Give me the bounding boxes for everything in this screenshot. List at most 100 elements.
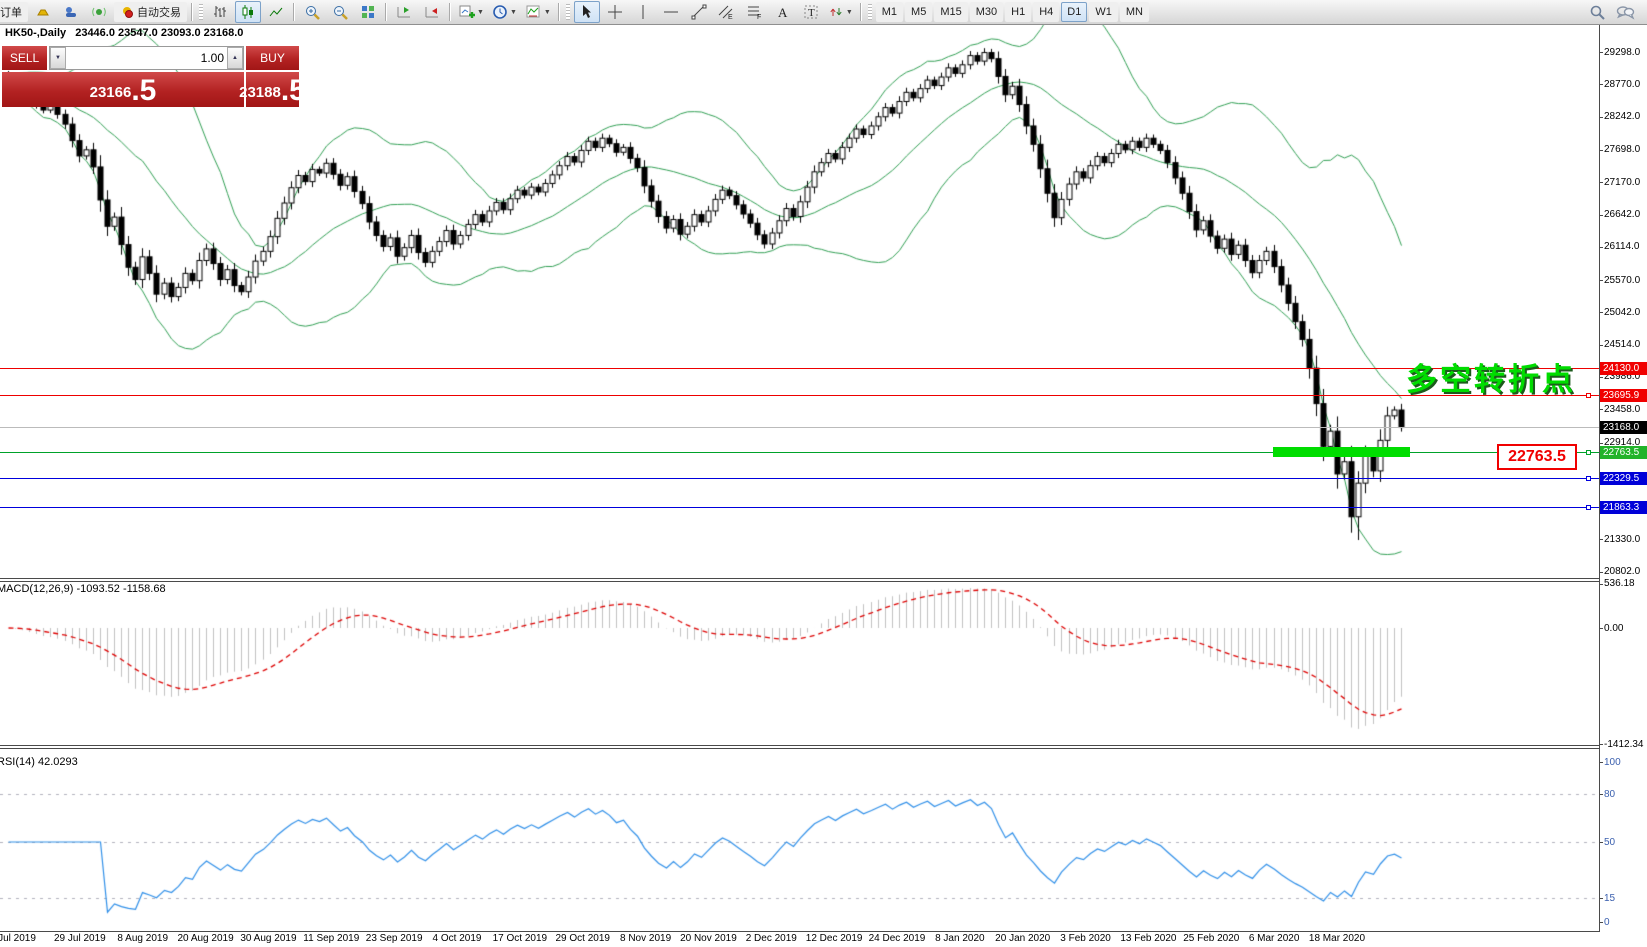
crosshair-icon[interactable] xyxy=(602,1,628,23)
community-icon[interactable] xyxy=(58,1,84,23)
text-icon[interactable]: A xyxy=(770,1,796,23)
timeframe-MN[interactable]: MN xyxy=(1119,2,1149,22)
macd-indicator-label: MACD(12,26,9) -1093.52 -1158.68 xyxy=(0,583,166,595)
rsi-level-label: 0 xyxy=(1604,916,1610,928)
text-label-icon[interactable]: T xyxy=(798,1,824,23)
price-axis-label: 27170.0 xyxy=(1604,176,1641,188)
rsi-level-label: 50 xyxy=(1604,836,1616,848)
zoom-in-icon[interactable] xyxy=(299,1,325,23)
date-label: 29 Jul 2019 xyxy=(53,933,106,944)
support-highlight-bar[interactable] xyxy=(1273,446,1410,457)
pane-separator[interactable] xyxy=(0,581,1599,582)
equidistant-channel-icon[interactable]: E xyxy=(714,1,740,23)
rsi-indicator-label: RSI(14) 42.0293 xyxy=(0,756,78,768)
macd-axis-tick xyxy=(1599,628,1603,629)
horizontal-line-23695.9[interactable] xyxy=(0,394,1599,396)
svg-text:T: T xyxy=(808,7,815,19)
pane-separator[interactable] xyxy=(0,745,1599,746)
price-axis-tick xyxy=(1599,280,1603,282)
timeframe-W1[interactable]: W1 xyxy=(1089,2,1118,22)
date-label: 3 Feb 2020 xyxy=(1060,933,1111,944)
date-label: 12 Dec 2019 xyxy=(805,933,863,944)
horizontal-line-21863.3[interactable] xyxy=(0,506,1599,508)
volume-increase-button[interactable]: ▲ xyxy=(227,47,243,69)
timeframe-M5[interactable]: M5 xyxy=(905,2,933,22)
auto-trading-button[interactable]: 自动交易 xyxy=(114,2,187,22)
line-marker[interactable] xyxy=(1586,504,1591,510)
arrows-button[interactable]: ▼ xyxy=(826,1,856,23)
timeframe-M15[interactable]: M15 xyxy=(934,2,968,22)
gold-icon[interactable] xyxy=(30,1,56,23)
rsi-level-label: 100 xyxy=(1604,756,1621,768)
buy-price[interactable]: 23188 .5 xyxy=(239,72,306,107)
volume-decrease-button[interactable]: ▼ xyxy=(50,47,66,69)
buy-price-main: 23188 xyxy=(239,84,281,101)
date-label: 11 Sep 2019 xyxy=(303,933,360,944)
candlestick-chart-icon[interactable] xyxy=(235,1,261,23)
date-label: 2 Dec 2019 xyxy=(745,933,797,944)
sell-button[interactable]: SELL xyxy=(2,46,47,70)
macd-axis-label: -1412.34 xyxy=(1604,738,1644,750)
ohlc-values: 23446.0 23547.0 23093.0 23168.0 xyxy=(75,27,244,39)
new-chart-button[interactable]: ▼ xyxy=(455,1,487,23)
horizontal-line-22763.5[interactable] xyxy=(0,451,1599,453)
indicators-button[interactable]: ▼ xyxy=(522,1,554,23)
date-label: Jul 2019 xyxy=(0,933,36,944)
price-axis-label: 25042.0 xyxy=(1604,306,1641,318)
rsi-axis-tick xyxy=(1599,922,1603,923)
chart-shift-icon[interactable] xyxy=(391,1,417,23)
timeframe-H1[interactable]: H1 xyxy=(1005,2,1032,22)
timeframe-M1[interactable]: M1 xyxy=(875,2,904,22)
trendline-icon[interactable] xyxy=(686,1,712,23)
chat-icon[interactable] xyxy=(1612,1,1638,23)
price-level-box[interactable]: 22763.5 xyxy=(1497,444,1577,470)
buy-button[interactable]: BUY xyxy=(246,46,299,70)
date-label: 18 Mar 2020 xyxy=(1308,933,1366,944)
rsi-axis-tick xyxy=(1599,842,1603,843)
rsi-canvas[interactable] xyxy=(0,749,1599,931)
horizontal-line-22329.5[interactable] xyxy=(0,478,1599,480)
sell-price[interactable]: 23166 .5 xyxy=(2,72,244,107)
date-label: 23 Sep 2019 xyxy=(365,933,423,944)
price-axis-label: 27698.0 xyxy=(1604,144,1641,156)
date-label: 4 Oct 2019 xyxy=(432,933,482,944)
signal-icon[interactable] xyxy=(86,1,112,23)
date-label: 17 Oct 2019 xyxy=(492,933,548,944)
line-marker[interactable] xyxy=(1586,476,1591,482)
rsi-level-label: 80 xyxy=(1604,788,1616,800)
volume-input[interactable] xyxy=(66,47,227,69)
price-axis-label: 25570.0 xyxy=(1604,274,1641,286)
periods-button[interactable]: ▼ xyxy=(489,1,520,23)
line-marker[interactable] xyxy=(1586,449,1591,455)
horizontal-line-24130.0[interactable] xyxy=(0,368,1599,370)
main-chart-canvas[interactable] xyxy=(0,25,1599,578)
auto-scroll-icon[interactable] xyxy=(419,1,445,23)
price-axis-tick xyxy=(1599,571,1603,573)
line-marker[interactable] xyxy=(1586,392,1591,398)
timeframe-M30[interactable]: M30 xyxy=(969,2,1004,22)
timeframe-D1[interactable]: D1 xyxy=(1061,2,1088,22)
fibonacci-icon[interactable]: F xyxy=(742,1,768,23)
price-axis-label: 23458.0 xyxy=(1604,403,1641,415)
line-chart-icon[interactable] xyxy=(263,1,289,23)
svg-text:E: E xyxy=(728,14,733,20)
date-label: 20 Nov 2019 xyxy=(680,933,737,944)
macd-axis-label: 0.00 xyxy=(1604,622,1624,634)
timeframe-H4[interactable]: H4 xyxy=(1033,2,1060,22)
bar-chart-icon[interactable] xyxy=(207,1,233,23)
price-axis-tick xyxy=(1599,344,1603,346)
zoom-out-icon[interactable] xyxy=(327,1,353,23)
toolbar: 订单 自动交易 xyxy=(0,0,1647,25)
new-order-button[interactable]: 订单 xyxy=(0,2,28,22)
turning-point-annotation[interactable]: 多空转折点 xyxy=(1406,362,1576,397)
tile-windows-icon[interactable] xyxy=(355,1,381,23)
date-label: 20 Jan 2020 xyxy=(995,933,1051,944)
pane-separator[interactable] xyxy=(0,578,1599,579)
date-label: 20 Aug 2019 xyxy=(177,933,234,944)
search-icon[interactable] xyxy=(1584,1,1610,23)
pane-separator[interactable] xyxy=(0,748,1599,749)
macd-canvas[interactable] xyxy=(0,582,1599,745)
horizontal-line-icon[interactable] xyxy=(658,1,684,23)
vertical-line-icon[interactable] xyxy=(630,1,656,23)
cursor-icon[interactable] xyxy=(573,1,600,23)
